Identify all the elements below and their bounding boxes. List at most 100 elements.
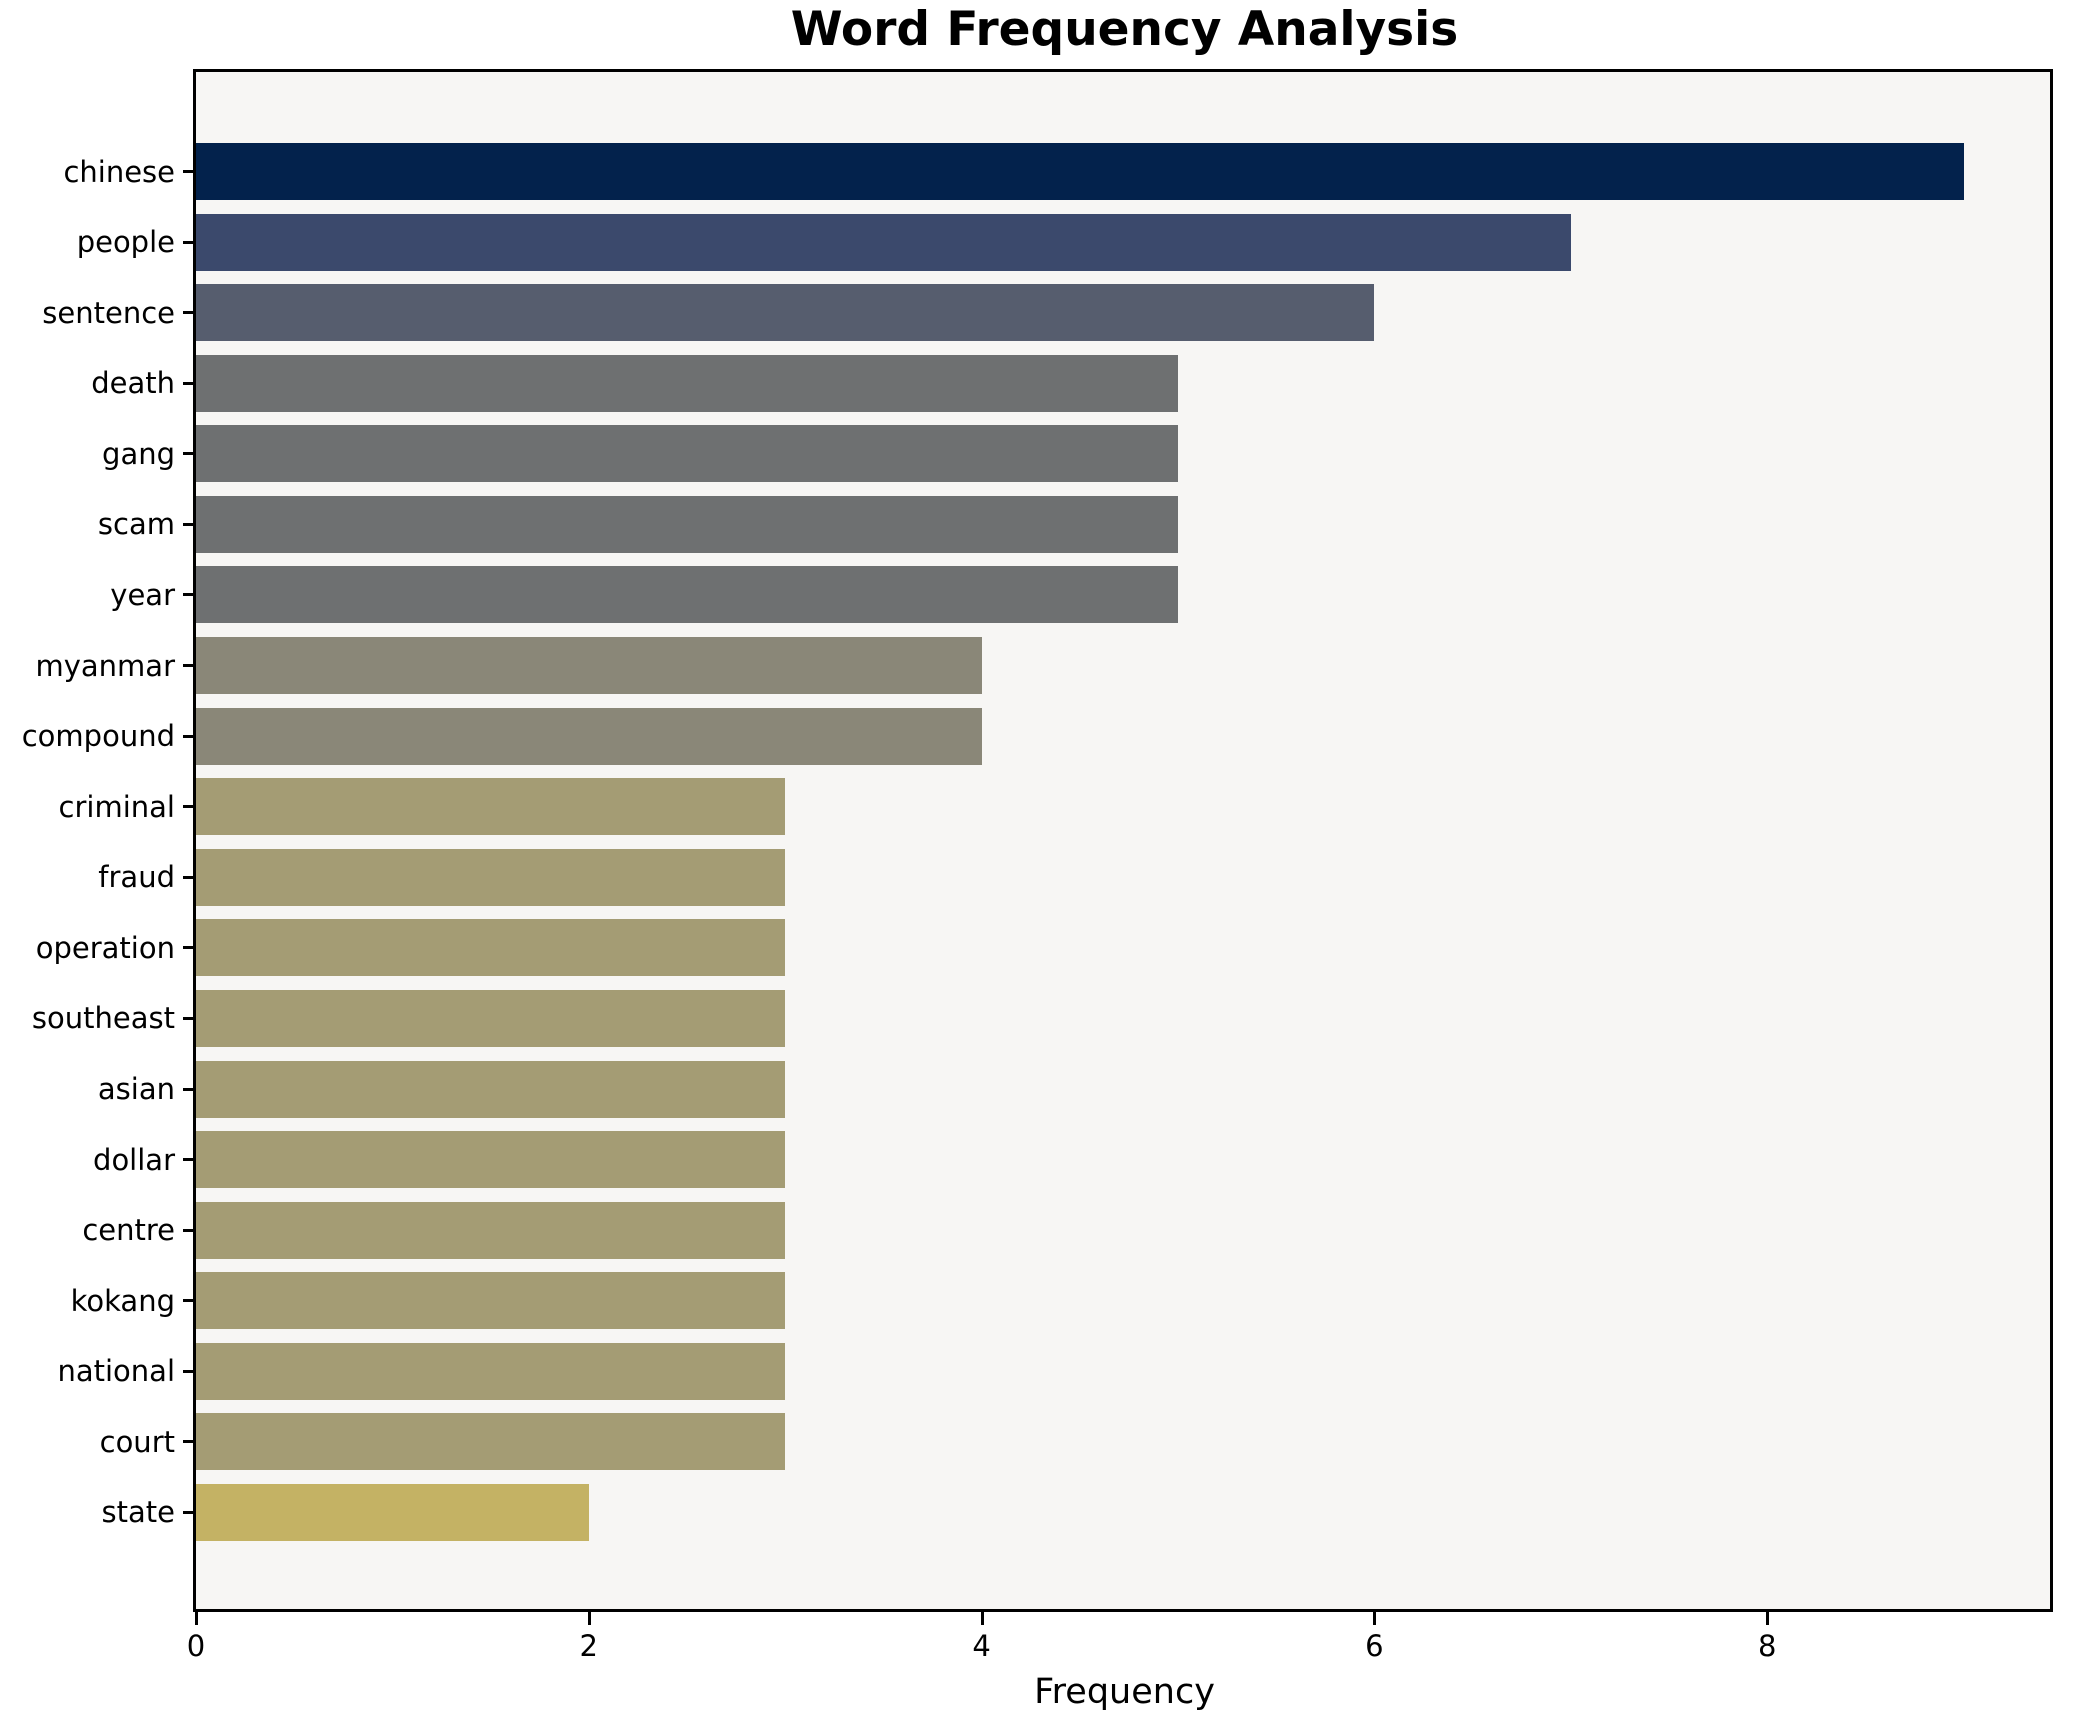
- bar-fraud: [196, 848, 786, 906]
- x-tick-mark: [587, 1612, 591, 1625]
- y-tick-mark: [183, 170, 193, 173]
- bar-criminal: [196, 778, 786, 836]
- y-tick-mark: [183, 1228, 193, 1232]
- bar-compound: [196, 707, 982, 765]
- y-label-row: asian: [0, 1061, 193, 1118]
- y-label-row: compound: [0, 708, 193, 765]
- y-tick-mark: [183, 522, 193, 526]
- y-tick-mark: [183, 1299, 193, 1303]
- bar-row: [196, 495, 2050, 553]
- y-tick-mark: [183, 240, 193, 244]
- y-label-row: centre: [0, 1202, 193, 1259]
- y-label-row: scam: [0, 496, 193, 553]
- y-label-row: state: [0, 1484, 193, 1541]
- bar-row: [196, 1342, 2050, 1400]
- y-label-kokang: kokang: [70, 1283, 175, 1318]
- y-label-row: southeast: [0, 990, 193, 1047]
- y-label-row: operation: [0, 919, 193, 976]
- y-label-dollar: dollar: [93, 1142, 175, 1177]
- y-label-asian: asian: [97, 1072, 175, 1107]
- y-label-row: kokang: [0, 1272, 193, 1329]
- y-tick-mark: [183, 1510, 193, 1514]
- y-tick-mark: [183, 1158, 193, 1162]
- y-label-myanmar: myanmar: [35, 648, 175, 683]
- bar-row: [196, 425, 2050, 483]
- y-label-chinese: chinese: [63, 154, 175, 189]
- y-tick-mark: [183, 875, 193, 879]
- y-label-centre: centre: [82, 1213, 175, 1248]
- y-axis-labels: chinese people sentence death gang scam year my…: [0, 143, 193, 1541]
- y-tick-mark: [183, 452, 193, 456]
- y-tick-mark: [183, 1087, 193, 1091]
- y-label-row: criminal: [0, 778, 193, 835]
- x-axis: 0 2 4 6 8: [187, 1612, 2050, 1670]
- bar-asian: [196, 1060, 786, 1118]
- bar-row: [196, 1131, 2050, 1189]
- y-tick-mark: [183, 734, 193, 738]
- y-label-row: myanmar: [0, 637, 193, 694]
- x-tick-mark: [195, 1612, 198, 1625]
- x-tick-mark: [1373, 1612, 1377, 1625]
- y-label-national: national: [57, 1354, 175, 1389]
- bar-row: [196, 143, 2050, 200]
- y-label-row: fraud: [0, 849, 193, 906]
- bar-row: [196, 354, 2050, 412]
- y-tick-mark: [183, 1440, 193, 1444]
- y-label-row: sentence: [0, 284, 193, 341]
- y-label-sentence: sentence: [42, 295, 175, 330]
- bar-southeast: [196, 989, 786, 1047]
- bar-court: [196, 1413, 786, 1471]
- y-label-gang: gang: [102, 436, 175, 471]
- bar-scam: [196, 495, 1178, 553]
- bar-sentence: [196, 284, 1375, 342]
- bar-row: [196, 1413, 2050, 1471]
- bar-row: [196, 213, 2050, 271]
- bar-row: [196, 1201, 2050, 1259]
- bar-dollar: [196, 1131, 786, 1189]
- chart-title: Word Frequency Analysis: [790, 2, 1459, 57]
- bar-gang: [196, 425, 1178, 483]
- y-label-row: chinese: [0, 143, 193, 200]
- y-label-scam: scam: [97, 507, 175, 542]
- bar-row: [196, 1060, 2050, 1118]
- x-tick-mark: [1766, 1612, 1770, 1625]
- bar-row: [196, 848, 2050, 906]
- y-label-operation: operation: [35, 930, 175, 965]
- y-label-row: dollar: [0, 1131, 193, 1188]
- bar-row: [196, 566, 2050, 624]
- bar-year: [196, 566, 1178, 624]
- y-label-row: death: [0, 355, 193, 412]
- y-label-row: court: [0, 1413, 193, 1470]
- x-tick-label: 4: [972, 1629, 991, 1663]
- x-tick-label: 0: [186, 1629, 206, 1663]
- bar-myanmar: [196, 637, 982, 695]
- bar-row: [196, 637, 2050, 695]
- x-tick-label: 6: [1365, 1629, 1384, 1663]
- y-label-fraud: fraud: [98, 860, 175, 895]
- bar-centre: [196, 1201, 786, 1259]
- bar-people: [196, 213, 1571, 271]
- bar-operation: [196, 919, 786, 977]
- x-axis-title: Frequency: [1034, 1672, 1215, 1712]
- bar-row: [196, 778, 2050, 836]
- y-label-row: national: [0, 1343, 193, 1400]
- bar-row: [196, 1272, 2050, 1330]
- bar-row: [196, 919, 2050, 977]
- y-label-death: death: [91, 366, 175, 401]
- y-tick-mark: [183, 593, 193, 597]
- y-label-row: year: [0, 566, 193, 623]
- bar-national: [196, 1342, 786, 1400]
- y-label-criminal: criminal: [58, 789, 175, 824]
- y-label-court: court: [99, 1424, 175, 1459]
- y-tick-mark: [183, 381, 193, 385]
- y-label-compound: compound: [21, 719, 175, 754]
- bar-row: [196, 707, 2050, 765]
- y-label-state: state: [101, 1495, 175, 1530]
- y-label-southeast: southeast: [31, 1001, 175, 1036]
- y-label-people: people: [76, 225, 175, 260]
- y-tick-mark: [183, 1369, 193, 1373]
- x-tick-label: 8: [1757, 1629, 1777, 1663]
- bar-death: [196, 354, 1178, 412]
- y-label-row: gang: [0, 425, 193, 482]
- y-tick-mark: [183, 946, 193, 950]
